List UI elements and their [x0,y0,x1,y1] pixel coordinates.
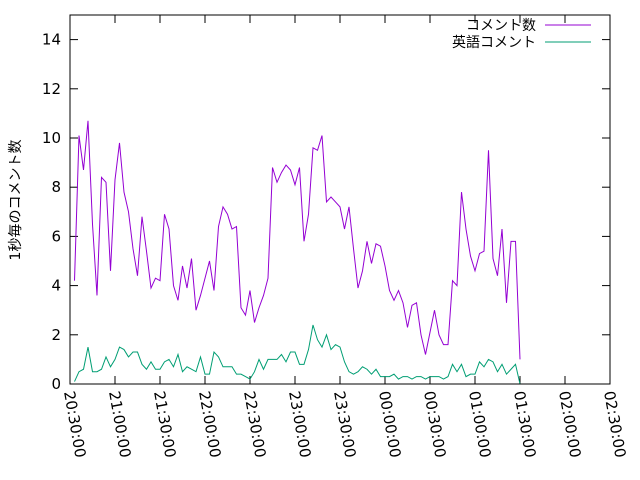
y-tick-label: 12 [42,80,61,98]
x-tick-label: 00:30:00 [420,390,449,459]
y-tick-label: 4 [51,277,61,295]
x-tick-label: 02:30:00 [600,390,629,459]
series-line-1 [74,324,521,385]
y-tick-label: 14 [42,31,61,49]
y-axis-label: 1秒毎のコメント数 [8,140,24,261]
y-tick-label: 10 [42,129,61,147]
y-tick-label: 0 [51,375,61,393]
y-tick-label: 6 [51,227,61,245]
x-tick-label: 01:00:00 [465,390,494,459]
plot-frame [69,14,611,385]
x-tick-label: 23:30:00 [330,390,359,459]
x-tick-label: 23:00:00 [285,390,314,459]
x-tick-label: 01:30:00 [510,390,539,459]
x-tick-label: 22:00:00 [195,390,224,459]
axis-ticks: 0 2 4 6 8 10 12 14 20:30:00 21:00:00 21:30:00 22:00… [42,15,629,459]
x-tick-label: 00:00:00 [375,390,404,459]
series-lines [74,120,521,385]
y-tick-label: 8 [51,178,61,196]
y-tick-label: 2 [51,326,61,344]
x-tick-label: 21:30:00 [150,390,179,459]
legend-label: コメント数 [466,18,536,34]
x-tick-label: 02:00:00 [555,390,584,459]
legend-label: 英語コメント [452,34,536,51]
x-tick-label: 21:00:00 [105,390,134,459]
series-line-0 [74,120,521,360]
x-tick-label: 20:30:00 [60,390,89,459]
x-tick-label: 22:30:00 [240,390,269,459]
